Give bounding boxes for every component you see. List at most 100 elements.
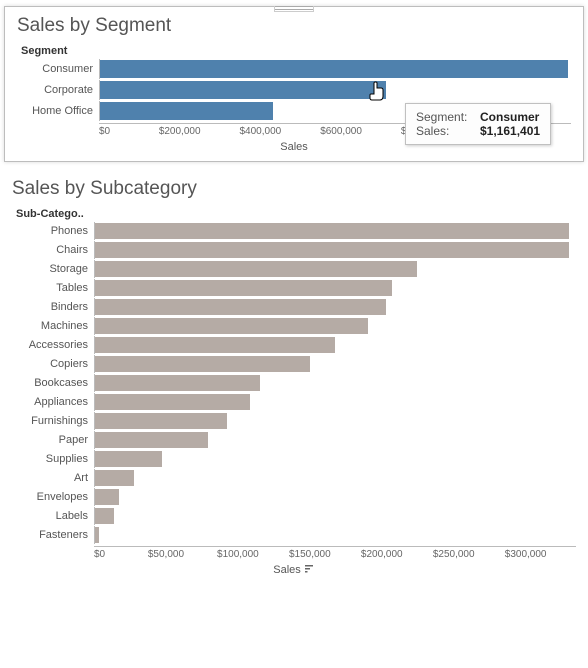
bar-track: [94, 222, 576, 240]
bar-row[interactable]: Tables: [12, 279, 576, 297]
tooltip: Segment: Consumer Sales: $1,161,401: [405, 103, 551, 145]
bar-row[interactable]: Furnishings: [12, 412, 576, 430]
bar-label: Accessories: [12, 339, 94, 351]
bar-label: Bookcases: [12, 377, 94, 389]
subcat-x-axis: $0$50,000$100,000$150,000$200,000$250,00…: [12, 546, 576, 562]
tooltip-label: Sales:: [416, 124, 474, 138]
bar-label: Home Office: [17, 105, 99, 117]
x-tick: $50,000: [148, 549, 184, 560]
bar[interactable]: [95, 394, 250, 410]
bar-track: [94, 336, 576, 354]
subcat-chart-title: Sales by Subcategory: [12, 178, 576, 200]
bar[interactable]: [95, 337, 335, 353]
bar[interactable]: [95, 527, 99, 543]
bar[interactable]: [95, 242, 569, 258]
bar-row[interactable]: Chairs: [12, 241, 576, 259]
bar[interactable]: [95, 299, 386, 315]
bar-label: Appliances: [12, 396, 94, 408]
bar-row[interactable]: Corporate: [17, 80, 571, 100]
bar-track: [94, 393, 576, 411]
bar-track: [94, 526, 576, 544]
bar-label: Tables: [12, 282, 94, 294]
bar-label: Corporate: [17, 84, 99, 96]
tooltip-value: $1,161,401: [480, 124, 540, 138]
bar[interactable]: [95, 375, 260, 391]
bar[interactable]: [95, 223, 569, 239]
bar-label: Supplies: [12, 453, 94, 465]
bar-label: Art: [12, 472, 94, 484]
x-tick: $150,000: [289, 549, 331, 560]
bar-track: [94, 488, 576, 506]
x-tick: $250,000: [433, 549, 475, 560]
bar-track: [94, 355, 576, 373]
x-tick: $200,000: [159, 126, 201, 137]
bar-track: [94, 450, 576, 468]
bar-label: Envelopes: [12, 491, 94, 503]
bar-row[interactable]: Accessories: [12, 336, 576, 354]
bar-row[interactable]: Paper: [12, 431, 576, 449]
bar[interactable]: [95, 508, 114, 524]
subcat-axis-header: Sub-Catego..: [12, 208, 576, 220]
bar-row[interactable]: Fasteners: [12, 526, 576, 544]
bar[interactable]: [95, 261, 417, 277]
bar-track: [94, 431, 576, 449]
subcat-chart-panel: Sales by Subcategory Sub-Catego.. Phones…: [0, 170, 588, 584]
x-tick: $300,000: [505, 549, 547, 560]
bar[interactable]: [95, 432, 208, 448]
bar-row[interactable]: Appliances: [12, 393, 576, 411]
bar[interactable]: [100, 60, 568, 78]
bar-row[interactable]: Envelopes: [12, 488, 576, 506]
bar-label: Chairs: [12, 244, 94, 256]
bar-label: Phones: [12, 225, 94, 237]
bar[interactable]: [100, 81, 386, 99]
bar-label: Machines: [12, 320, 94, 332]
bar-row[interactable]: Bookcases: [12, 374, 576, 392]
bar-label: Fasteners: [12, 529, 94, 541]
subcat-bars-area[interactable]: Phones Chairs Storage Tables Binders Machines…: [12, 222, 576, 544]
bar-row[interactable]: Phones: [12, 222, 576, 240]
subcat-x-title: Sales: [12, 562, 576, 580]
tooltip-row: Sales: $1,161,401: [416, 124, 540, 138]
bar[interactable]: [100, 102, 273, 120]
bar[interactable]: [95, 451, 162, 467]
bar[interactable]: [95, 356, 310, 372]
x-tick: $600,000: [320, 126, 362, 137]
bar-label: Storage: [12, 263, 94, 275]
x-tick: $400,000: [240, 126, 282, 137]
bar-label: Furnishings: [12, 415, 94, 427]
bar-row[interactable]: Supplies: [12, 450, 576, 468]
bar-track: [94, 469, 576, 487]
bar-track: [99, 80, 571, 100]
bar-track: [94, 412, 576, 430]
bar-track: [94, 241, 576, 259]
x-tick: $0: [99, 126, 110, 137]
bar-row[interactable]: Art: [12, 469, 576, 487]
bar-track: [94, 507, 576, 525]
segment-chart-title: Sales by Segment: [17, 15, 571, 37]
bar-label: Labels: [12, 510, 94, 522]
bar-track: [94, 298, 576, 316]
bar[interactable]: [95, 318, 368, 334]
bar-row[interactable]: Copiers: [12, 355, 576, 373]
bar-row[interactable]: Labels: [12, 507, 576, 525]
bar-label: Binders: [12, 301, 94, 313]
bar-track: [94, 374, 576, 392]
bar[interactable]: [95, 489, 119, 505]
drag-handle[interactable]: [274, 6, 314, 12]
bar-label: Paper: [12, 434, 94, 446]
tooltip-row: Segment: Consumer: [416, 110, 540, 124]
segment-axis-header: Segment: [17, 45, 571, 57]
x-tick: $100,000: [217, 549, 259, 560]
tooltip-label: Segment:: [416, 110, 474, 124]
x-tick: $200,000: [361, 549, 403, 560]
bar[interactable]: [95, 280, 392, 296]
bar-row[interactable]: Consumer: [17, 59, 571, 79]
bar-track: [94, 279, 576, 297]
bar[interactable]: [95, 470, 134, 486]
sort-descending-icon[interactable]: [305, 565, 315, 575]
tooltip-value: Consumer: [480, 110, 539, 124]
bar-row[interactable]: Binders: [12, 298, 576, 316]
bar-row[interactable]: Storage: [12, 260, 576, 278]
bar[interactable]: [95, 413, 227, 429]
bar-row[interactable]: Machines: [12, 317, 576, 335]
